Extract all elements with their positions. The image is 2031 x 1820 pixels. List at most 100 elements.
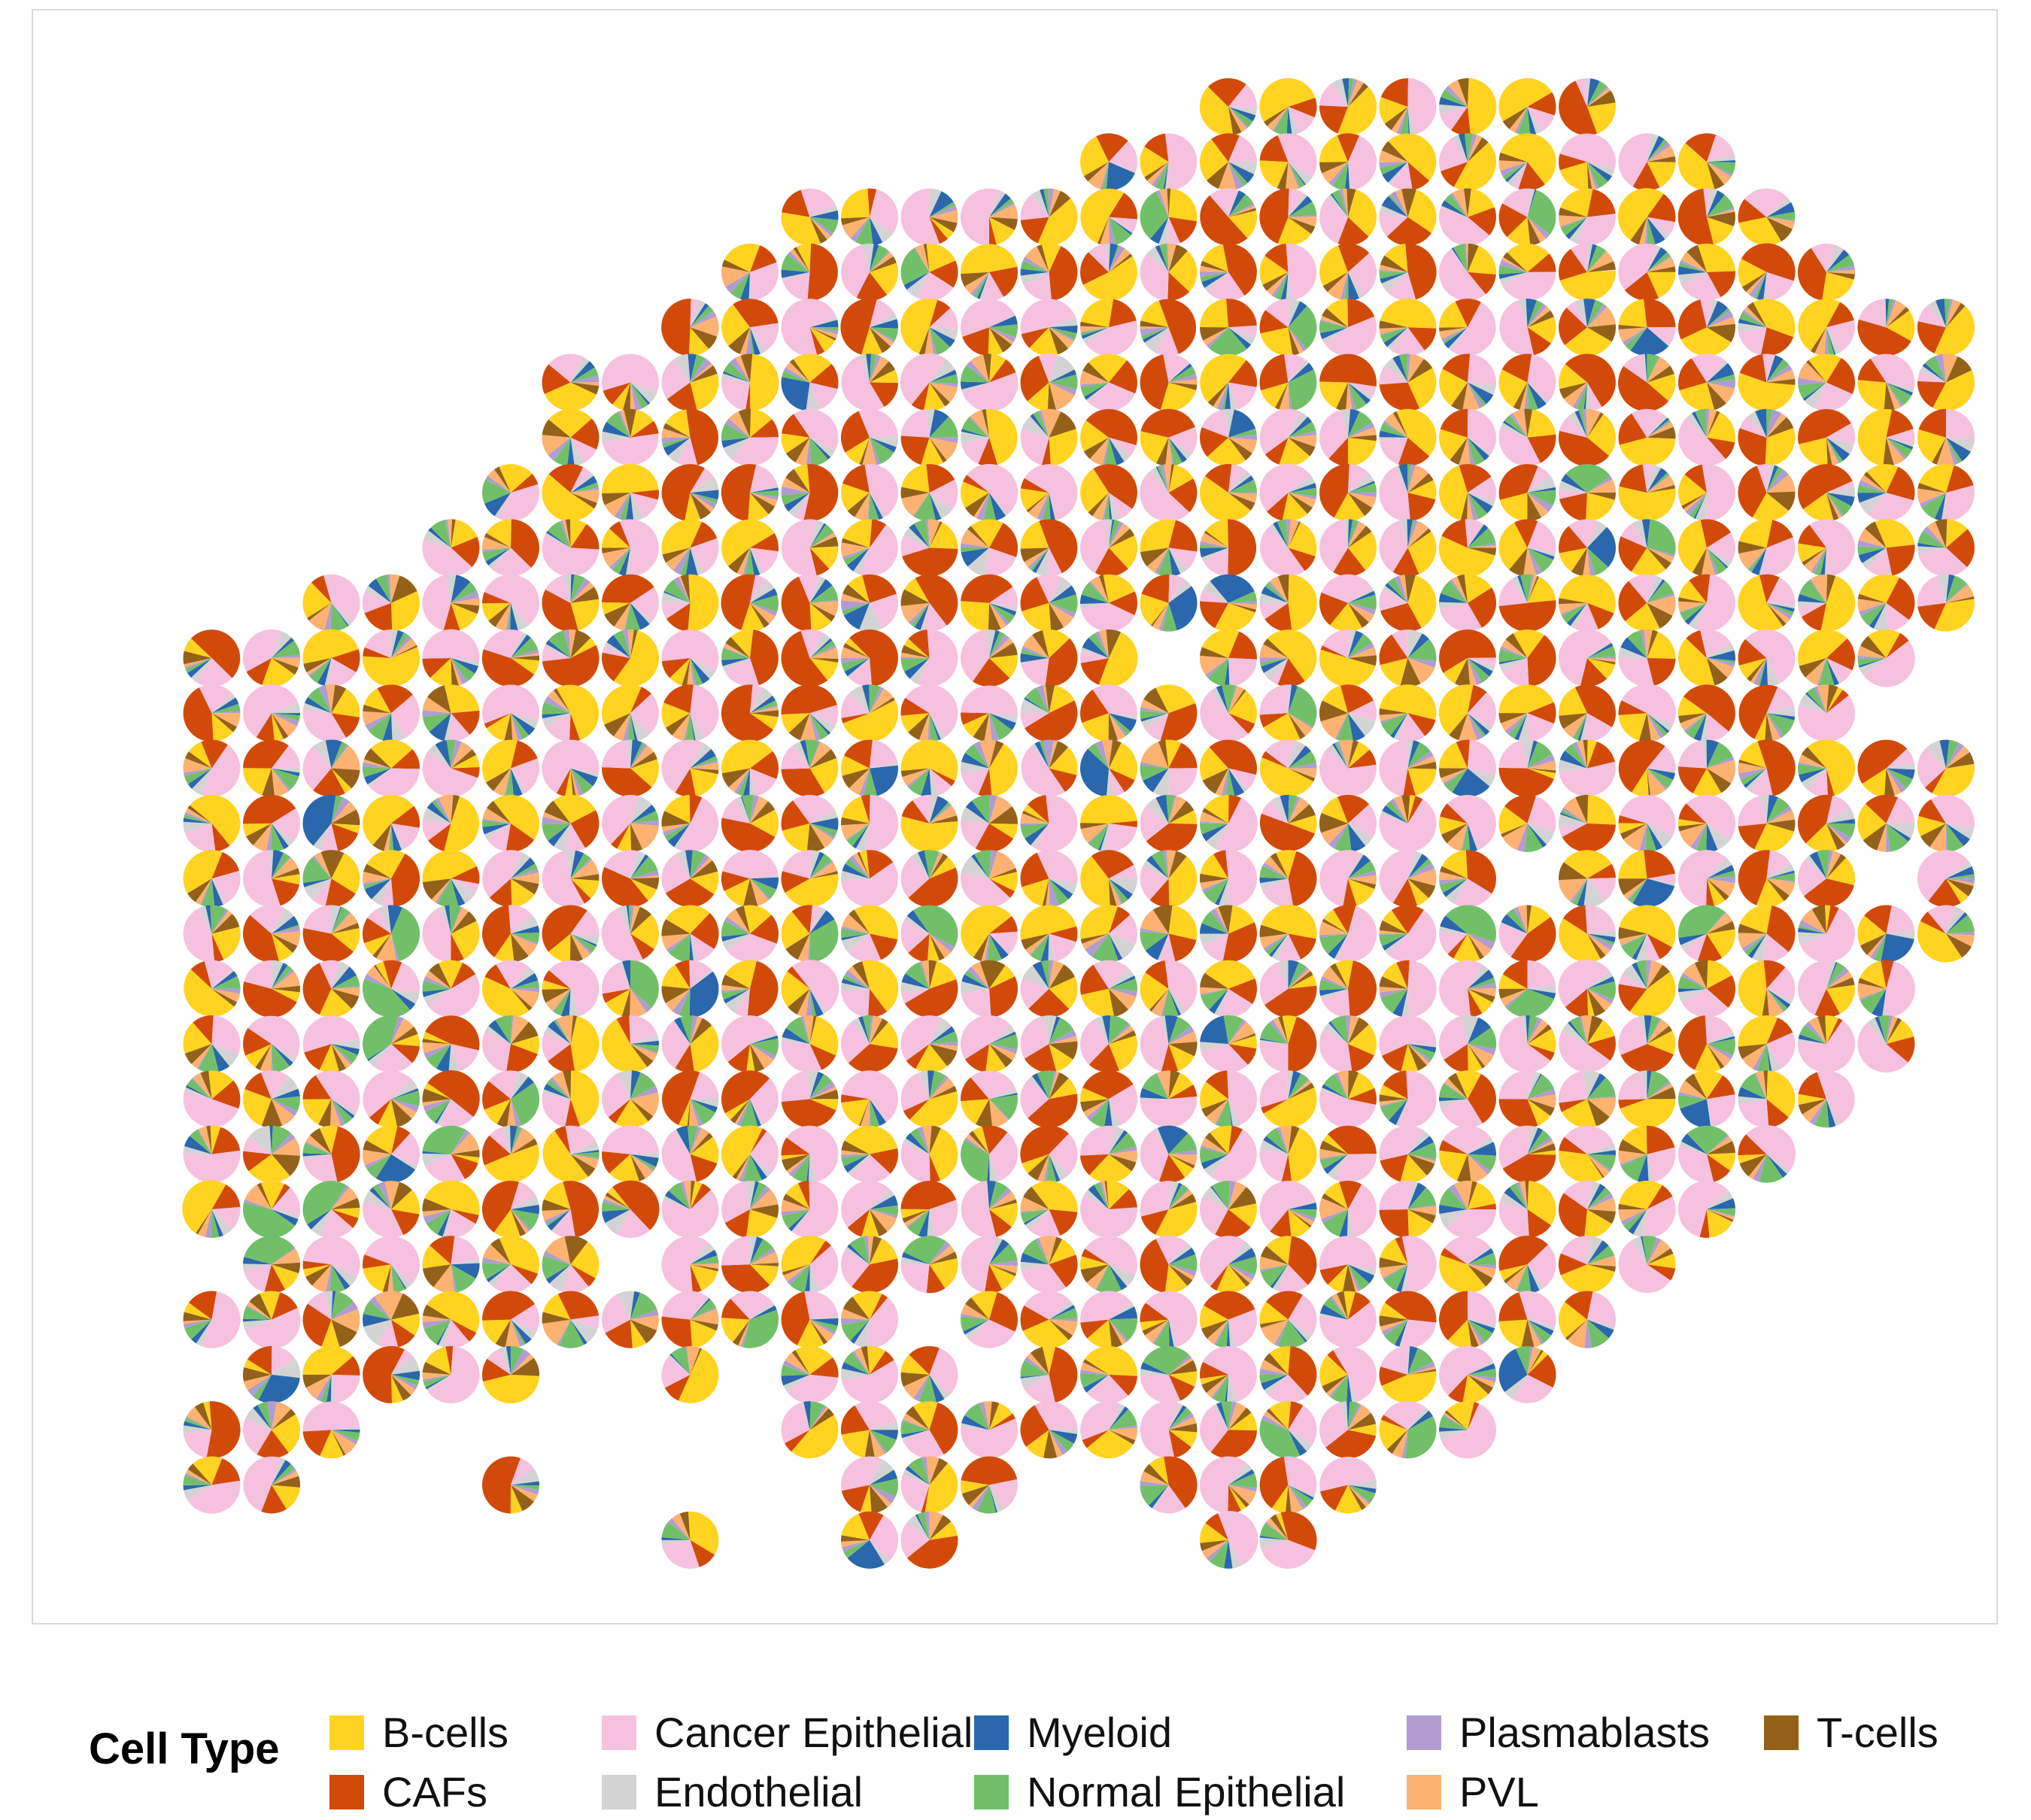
pie-slice — [982, 271, 1004, 301]
pie-slice — [364, 748, 391, 769]
pie-slice — [1750, 768, 1773, 797]
pie-slice — [1826, 493, 1844, 517]
pie-slice — [1267, 493, 1289, 521]
pie-slice — [864, 794, 899, 852]
pie-slice — [1647, 464, 1662, 493]
pie-slice — [1501, 823, 1528, 838]
pie-slice — [1032, 743, 1049, 769]
pie-slice — [1742, 310, 1767, 328]
pie-slice — [1703, 188, 1712, 217]
pie-slice — [908, 629, 930, 658]
spot-pie — [1738, 299, 1796, 356]
pie-slice — [1319, 320, 1348, 333]
pie-slice — [1155, 466, 1169, 493]
pie-slice — [1500, 133, 1556, 185]
pie-slice — [728, 411, 750, 438]
spot-pie — [721, 629, 779, 687]
pie-slice — [511, 634, 531, 658]
pie-slice — [661, 823, 691, 833]
pie-slice — [901, 800, 930, 824]
pie-slice — [1459, 464, 1492, 493]
pie-slice — [1707, 411, 1720, 438]
pie-slice — [688, 327, 709, 356]
pie-slice — [1811, 548, 1826, 574]
pie-slice — [1820, 548, 1826, 577]
pie-slice — [1502, 162, 1528, 180]
pie-slice — [1033, 794, 1078, 852]
pie-slice — [272, 713, 299, 726]
pie-slice — [1647, 602, 1673, 629]
pie-slice — [1407, 190, 1437, 233]
spot-pie — [363, 684, 420, 742]
pie-slice — [1439, 629, 1496, 673]
spot-pie — [1917, 905, 1975, 963]
pie-slice — [1204, 530, 1228, 548]
pie-slice — [570, 467, 591, 493]
pie-slice — [1527, 303, 1547, 328]
pie-slice — [1513, 382, 1528, 410]
pie-slice — [1168, 382, 1198, 390]
pie-slice — [1228, 162, 1248, 187]
pie-slice — [570, 472, 594, 493]
pie-slice — [1647, 415, 1668, 438]
pie-slice — [331, 797, 350, 824]
spot-pie — [601, 1070, 659, 1128]
pie-slice — [1348, 594, 1377, 610]
spot-pie — [1559, 133, 1616, 191]
spot-pie — [781, 353, 839, 411]
spot-pie — [781, 629, 839, 687]
spot-pie — [1199, 243, 1257, 301]
pie-slice — [1020, 548, 1049, 563]
pie-slice — [689, 794, 703, 824]
pie-slice — [1205, 464, 1232, 493]
spot-pie — [1678, 243, 1736, 301]
pie-slice — [809, 548, 830, 576]
pie-slice — [1280, 271, 1289, 301]
pie-slice — [786, 437, 810, 463]
pie-slice — [1288, 768, 1316, 782]
pie-slice — [1644, 629, 1653, 658]
pie-slice — [1559, 575, 1616, 614]
pie-slice — [188, 742, 212, 769]
pie-slice — [1109, 520, 1120, 548]
pie-slice — [1826, 658, 1853, 683]
pie-slice — [989, 327, 1016, 342]
pie-slice — [1407, 519, 1413, 548]
pie-slice — [1498, 600, 1556, 632]
pie-slice — [488, 548, 511, 569]
pie-slice — [428, 527, 451, 548]
pie-slice — [1348, 253, 1377, 296]
spot-pie — [1738, 1125, 1796, 1183]
pie-slice — [1798, 593, 1826, 603]
pie-slice — [989, 217, 1015, 245]
pie-slice — [1527, 306, 1551, 328]
pie-slice — [1447, 823, 1468, 851]
pie-slice — [1857, 408, 1893, 466]
pie-slice — [1100, 162, 1109, 190]
pie-slice — [1096, 133, 1128, 162]
pie-slice — [1319, 464, 1349, 518]
pie-slice — [975, 823, 1014, 852]
pie-slice — [868, 493, 879, 522]
pie-slice — [1346, 188, 1356, 217]
pie-slice — [482, 548, 511, 552]
pie-slice — [1765, 428, 1796, 466]
pie-slice — [1574, 410, 1587, 438]
pie-slice — [929, 202, 956, 217]
pie-slice — [1688, 602, 1707, 629]
pie-slice — [666, 382, 697, 411]
pie-slice — [1380, 811, 1408, 824]
pie-slice — [1857, 319, 1911, 356]
pie-slice — [1468, 493, 1479, 521]
pie-slice — [1261, 586, 1289, 603]
pie-slice — [1946, 408, 1975, 439]
pie-slice — [1809, 579, 1826, 603]
pie-slice — [602, 493, 630, 505]
pie-slice — [548, 464, 584, 493]
pie-slice — [1348, 742, 1370, 769]
pie-slice — [921, 768, 932, 797]
pie-slice — [809, 741, 821, 769]
pie-slice — [1857, 655, 1887, 659]
pie-slice — [1080, 658, 1109, 685]
spot-pie — [1559, 78, 1617, 135]
